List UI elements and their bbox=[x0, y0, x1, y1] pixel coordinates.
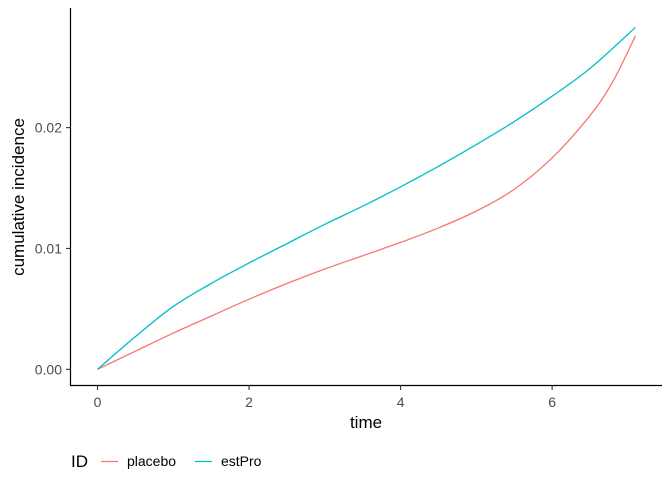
plot-panel bbox=[97, 26, 637, 370]
y-axis-title: cumulative incidence bbox=[9, 118, 28, 276]
x-ticks: 0 2 4 6 bbox=[94, 385, 556, 410]
x-tick-label: 2 bbox=[245, 394, 253, 410]
x-tick-label: 6 bbox=[548, 394, 556, 410]
y-tick-label: 0.02 bbox=[35, 120, 62, 136]
x-tick-label: 0 bbox=[94, 394, 102, 410]
legend-title: ID bbox=[71, 452, 88, 471]
x-tick-label: 4 bbox=[397, 394, 405, 410]
y-tick-label: 0.01 bbox=[35, 240, 62, 256]
y-ticks: 0.00 0.01 0.02 bbox=[35, 120, 71, 377]
legend-label-placebo: placebo bbox=[127, 453, 176, 469]
y-tick-label: 0.00 bbox=[35, 361, 62, 377]
x-axis-title: time bbox=[350, 413, 382, 432]
series-line-estpro bbox=[97, 26, 636, 370]
legend: ID placebo estPro bbox=[71, 452, 262, 471]
legend-label-estpro: estPro bbox=[221, 453, 262, 469]
series-line-placebo bbox=[97, 35, 637, 370]
